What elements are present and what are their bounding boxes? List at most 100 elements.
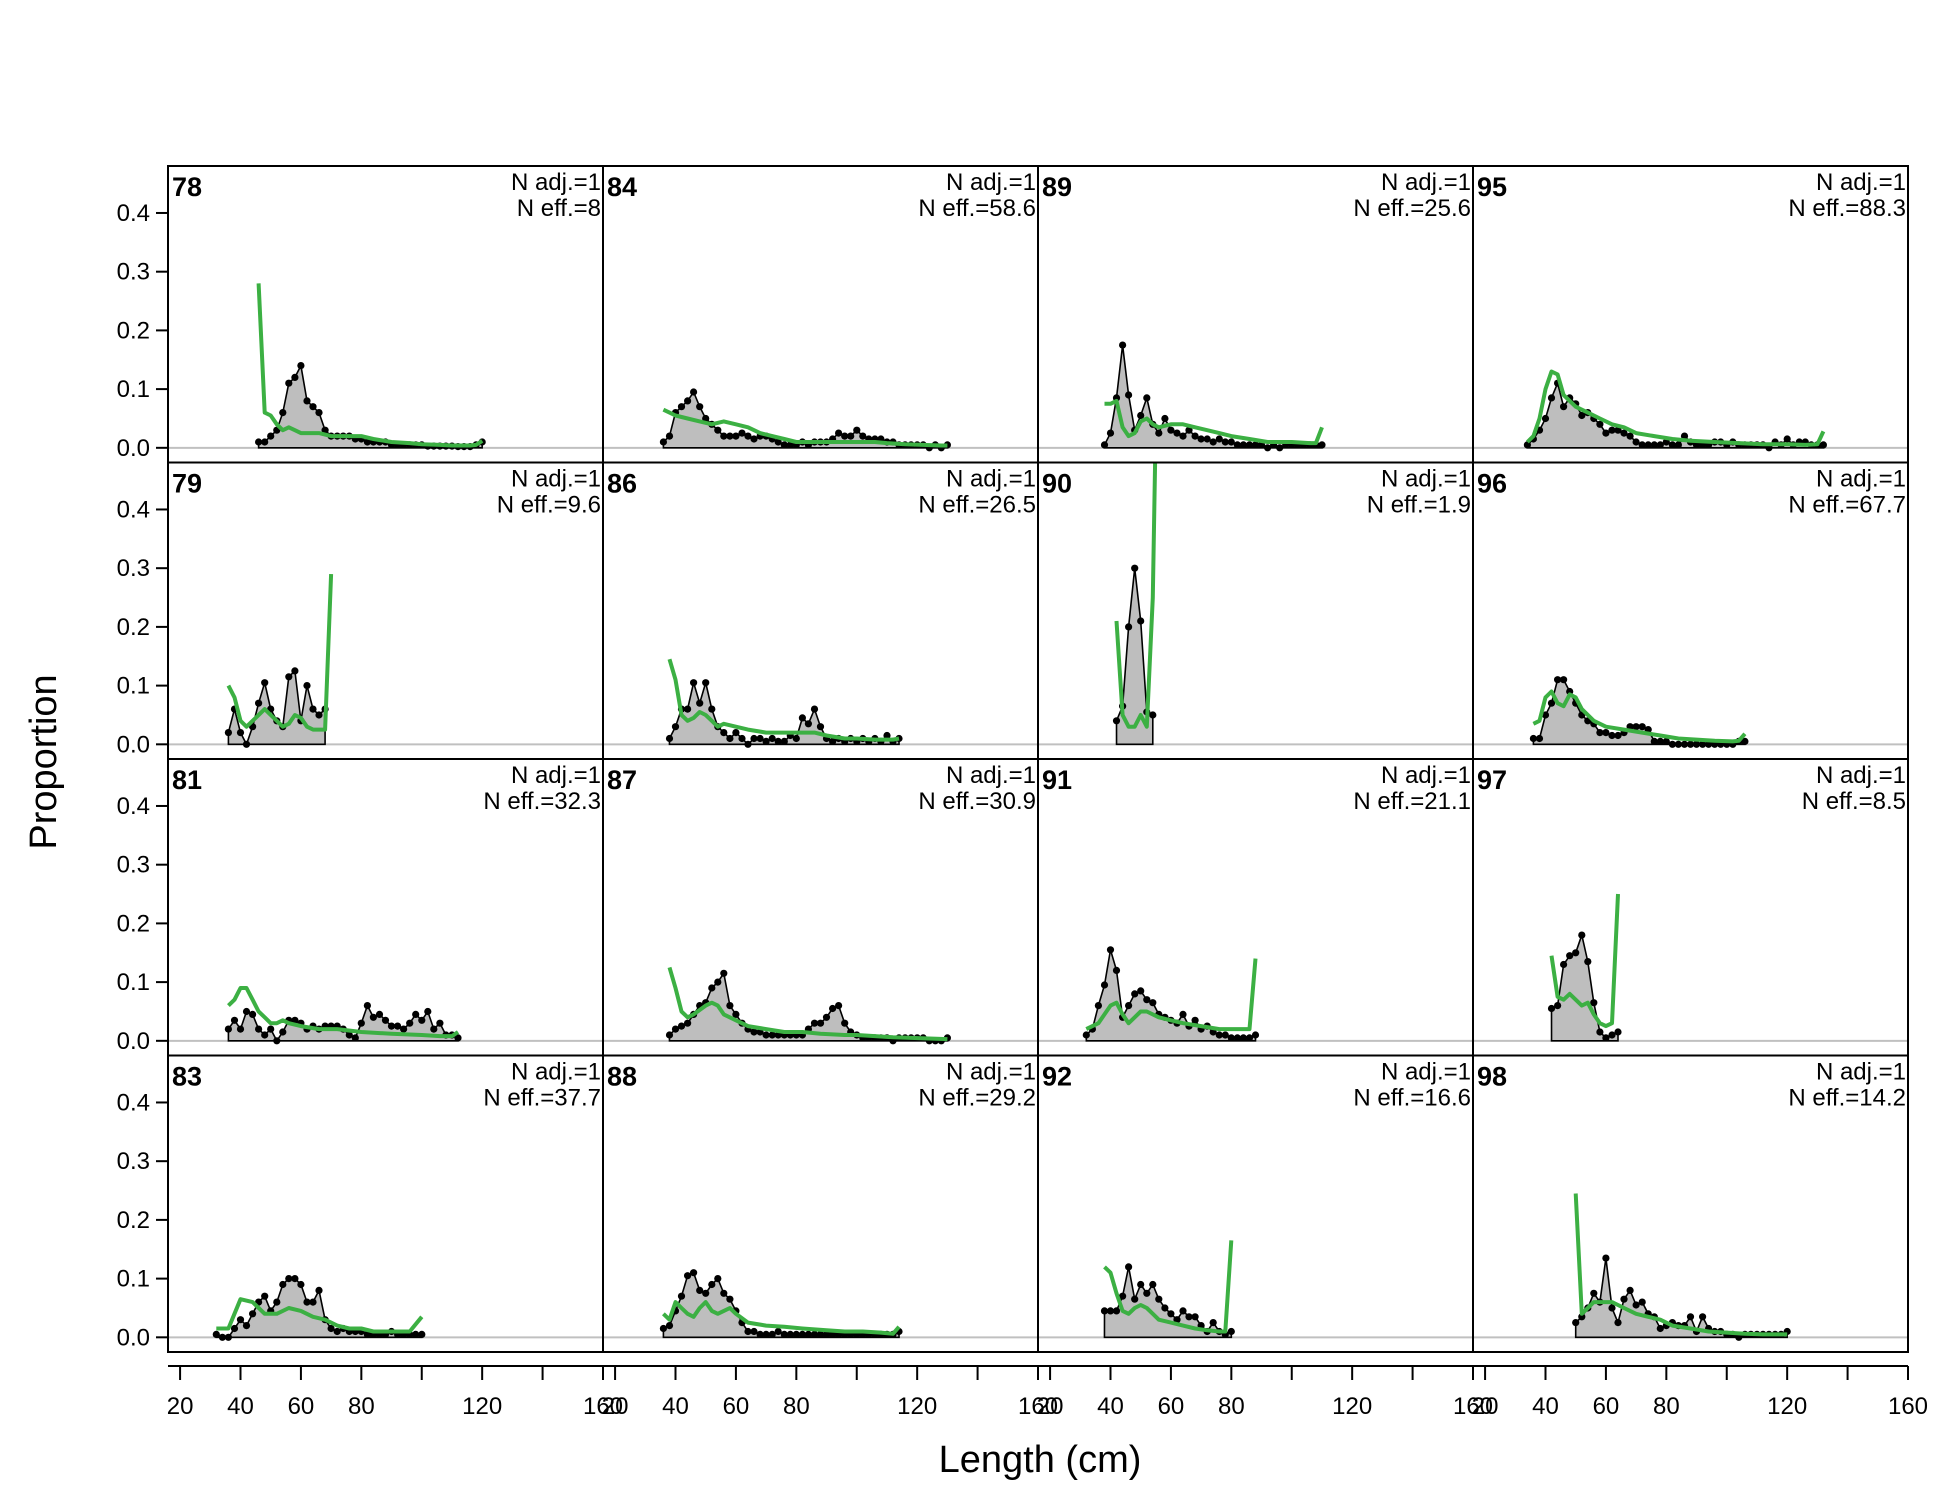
observed-point xyxy=(1100,1307,1109,1315)
panel-label: 86 xyxy=(607,469,637,499)
x-tick-label: 40 xyxy=(662,1393,689,1420)
expected-line xyxy=(227,986,460,1039)
observed-point xyxy=(1264,444,1272,452)
observed-point xyxy=(375,1010,384,1019)
observed-point xyxy=(1149,999,1157,1007)
observed-point xyxy=(236,729,245,737)
y-tick-label: 0.0 xyxy=(117,1324,150,1351)
panel-78: 78 N adj.=1N eff.=8 xyxy=(167,165,604,464)
observed-point xyxy=(1161,414,1169,423)
observed-point xyxy=(1179,432,1187,440)
observed-point xyxy=(792,1330,800,1338)
observed-point xyxy=(1155,1295,1163,1303)
observed-point xyxy=(218,1333,226,1341)
observed-point xyxy=(1656,737,1664,746)
observed-point xyxy=(249,1010,257,1019)
observed-point xyxy=(1239,1034,1247,1042)
observed-point xyxy=(1535,734,1544,743)
y-tick-label: 0.0 xyxy=(117,1028,150,1055)
expected-line xyxy=(256,283,484,448)
observed-point xyxy=(212,1330,220,1338)
n-adj-label: N adj.=1 xyxy=(946,1059,1036,1086)
observed-point xyxy=(1668,441,1676,449)
n-eff-label: N eff.=88.3 xyxy=(1788,195,1906,222)
y-tick-label: 0.2 xyxy=(117,910,150,937)
observed-point xyxy=(1656,1324,1664,1333)
observed-point xyxy=(1656,441,1664,449)
observed-point xyxy=(1233,441,1241,449)
observed-point xyxy=(853,426,861,434)
observed-point xyxy=(261,1292,269,1300)
observed-point xyxy=(291,1016,299,1024)
observed-point xyxy=(351,1034,359,1042)
observed-point xyxy=(327,1324,335,1333)
observed-point xyxy=(1167,1310,1175,1318)
observed-point xyxy=(720,1289,728,1297)
x-tick-label: 40 xyxy=(1532,1393,1559,1420)
observed-point xyxy=(1578,411,1586,420)
panel-86: 86 N adj.=1N eff.=26.5 xyxy=(602,461,1039,760)
observed-point xyxy=(273,1037,281,1045)
observed-point xyxy=(816,723,825,731)
observed-point xyxy=(1173,429,1181,437)
observed-point xyxy=(750,435,758,443)
n-adj-label: N adj.=1 xyxy=(511,169,601,196)
observed-point xyxy=(255,699,263,707)
observed-point xyxy=(1614,1319,1622,1327)
y-tick-label: 0.3 xyxy=(117,259,150,286)
y-tick-label: 0.3 xyxy=(117,1148,150,1175)
observed-point xyxy=(454,1034,462,1042)
observed-point xyxy=(1191,1313,1199,1321)
observed-point xyxy=(1173,1316,1181,1324)
observed-point xyxy=(1547,699,1556,707)
observed-point xyxy=(1644,441,1652,449)
observed-point xyxy=(1578,1313,1586,1321)
observed-point xyxy=(1112,717,1121,725)
observed-point xyxy=(708,1280,716,1289)
observed-point xyxy=(804,1330,813,1338)
n-eff-label: N eff.=26.5 xyxy=(918,492,1036,519)
observed-point xyxy=(412,1010,420,1019)
panel-label: 87 xyxy=(607,765,637,795)
y-tick-label: 0.4 xyxy=(117,496,150,523)
n-adj-label: N adj.=1 xyxy=(946,169,1036,196)
observed-point xyxy=(774,737,782,746)
observed-point xyxy=(1221,1031,1229,1039)
x-tick-label: 20 xyxy=(1472,1393,1499,1420)
observed-point xyxy=(744,432,752,440)
observed-point xyxy=(1554,676,1562,684)
observed-point xyxy=(702,1289,710,1297)
observed-point xyxy=(1626,432,1634,440)
observed-point xyxy=(1638,441,1646,449)
observed-point xyxy=(684,1272,692,1280)
observed-point xyxy=(1819,441,1827,449)
observed-point xyxy=(1100,981,1109,989)
observed-point xyxy=(804,720,813,728)
observed-point xyxy=(1106,429,1115,437)
observed-point xyxy=(726,432,734,440)
x-tick-label: 20 xyxy=(1037,1393,1064,1420)
observed-point xyxy=(822,1330,831,1338)
observed-point xyxy=(1209,438,1217,446)
observed-point xyxy=(363,1330,371,1338)
observed-point xyxy=(750,1028,758,1036)
observed-point xyxy=(1662,737,1670,746)
panel-91: 91 N adj.=1N eff.=21.1 xyxy=(1037,758,1474,1057)
observed-point xyxy=(1560,403,1568,411)
observed-point xyxy=(780,441,788,449)
observed-point xyxy=(285,379,293,387)
observed-point xyxy=(1680,740,1689,748)
observed-area xyxy=(1532,678,1746,746)
observed-point xyxy=(708,705,716,713)
x-tick-label: 80 xyxy=(348,1393,375,1420)
n-adj-label: N adj.=1 xyxy=(946,762,1036,789)
observed-point xyxy=(1638,723,1646,731)
panel-label: 92 xyxy=(1042,1062,1072,1092)
observed-point xyxy=(684,397,692,405)
panel-88: 88 N adj.=1N eff.=29.2 xyxy=(602,1054,1039,1353)
observed-point xyxy=(1137,617,1145,625)
observed-point xyxy=(1143,394,1151,402)
x-tick-label: 60 xyxy=(288,1393,315,1420)
observed-point xyxy=(720,432,728,440)
observed-point xyxy=(1106,1307,1115,1315)
